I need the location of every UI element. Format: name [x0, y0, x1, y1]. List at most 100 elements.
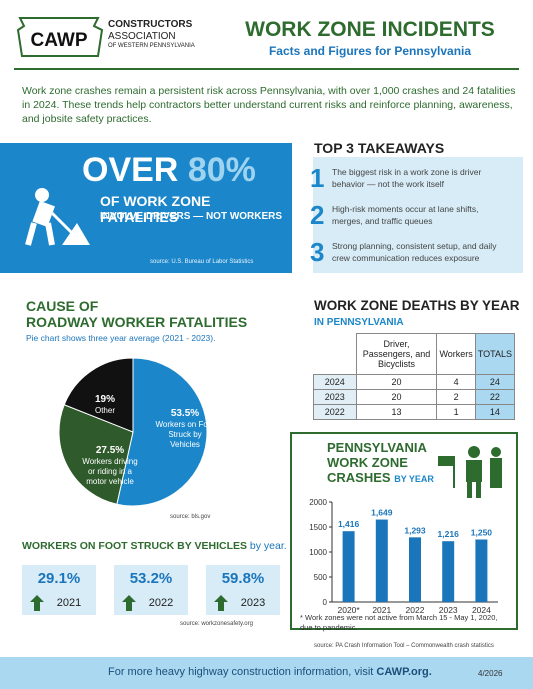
bar	[343, 531, 355, 602]
source: source: PA Crash Information Tool – Comm…	[314, 643, 494, 649]
hero-figure: OVER 80%	[82, 151, 256, 190]
stat-value: 53.2%	[114, 570, 188, 587]
y-tick-label: 1000	[309, 548, 327, 557]
table-cell: 2022	[314, 405, 357, 420]
rule	[14, 68, 519, 70]
org-line: CONSTRUCTORS	[108, 19, 192, 30]
table-cell: 1	[437, 405, 475, 420]
takeaway-number: 1	[310, 163, 324, 194]
table-cell: 14	[475, 405, 514, 420]
stats-title-main: WORKERS ON FOOT STRUCK BY VEHICLES	[22, 540, 247, 552]
pie-value-label: 19%	[75, 394, 135, 405]
bar-title-line: WORK ZONE	[327, 455, 434, 470]
stat-value: 59.8%	[206, 570, 280, 587]
footer-text: For more heavy highway construction info…	[108, 666, 373, 678]
source: source: bls.gov	[170, 514, 210, 520]
stat-card: 29.1% 2021	[22, 565, 96, 615]
footnote: * Work zones were not active from March …	[300, 613, 512, 633]
stats-title: WORKERS ON FOOT STRUCK BY VEHICLES by ye…	[22, 540, 287, 552]
header-cell: TOTALS	[475, 334, 514, 375]
table-cell: 4	[437, 375, 475, 390]
header-cell: Workers	[437, 334, 475, 375]
hero-line: INVOLVE DRIVERS — NOT WORKERS	[100, 211, 282, 222]
takeaway-text: Strong planning, consistent setup, and d…	[332, 240, 507, 264]
stat-year: 2023	[226, 597, 280, 609]
source: source: U.S. Bureau of Labor Statistics	[150, 259, 253, 265]
table-cell: 13	[356, 405, 437, 420]
footer-text: For more heavy highway construction info…	[108, 666, 432, 678]
table-cell: 2023	[314, 390, 357, 405]
stat-card: 59.8% 2023	[206, 565, 280, 615]
pie-category-label: Other	[75, 406, 135, 416]
bar	[442, 541, 454, 602]
bar-title-line: PENNSYLVANIA	[327, 440, 434, 455]
value-label: 1,216	[438, 529, 460, 539]
pie-value-label: 27.5%	[80, 445, 140, 456]
takeaways-title: TOP 3 TAKEAWAYS	[314, 140, 444, 156]
pie-category-label: Workers on Foot Struck by Vehicles	[155, 420, 215, 450]
pie-value-label: 53.5%	[155, 408, 215, 419]
bar-title-line: CRASHES BY YEAR	[327, 470, 434, 487]
page: CAWP CONSTRUCTORS ASSOCIATION OF WESTERN…	[0, 0, 533, 689]
table-cell: 20	[356, 375, 437, 390]
title: WORK ZONE INCIDENTS	[220, 18, 520, 42]
stat-card: 53.2% 2022	[114, 565, 188, 615]
table-title: WORK ZONE DEATHS BY YEAR	[314, 298, 520, 313]
takeaway-text: The biggest risk in a work zone is drive…	[332, 166, 507, 190]
worker-icon	[22, 183, 92, 253]
bar-title-suffix: BY YEAR	[394, 474, 434, 484]
subtitle: Facts and Figures for Pennsylvania	[220, 44, 520, 58]
y-tick-label: 2000	[309, 498, 327, 507]
y-tick-label: 500	[314, 573, 328, 582]
pie-subtitle: Pie chart shows three year average (2021…	[26, 333, 215, 343]
takeaway-text: High-risk moments occur at lane shifts, …	[332, 203, 507, 227]
stat-year: 2021	[42, 597, 96, 609]
header-cell	[314, 334, 357, 375]
footer-link[interactable]: CAWP.org.	[376, 666, 431, 678]
org-line: OF WESTERN PENNSYLVANIA	[108, 43, 195, 49]
table-subtitle: IN PENNSYLVANIA	[314, 317, 404, 328]
value-label: 1,416	[338, 519, 360, 529]
bar-title: PENNSYLVANIA WORK ZONE CRASHES BY YEAR	[327, 440, 434, 487]
logo: CAWP	[14, 16, 104, 58]
stat-year: 2022	[134, 597, 188, 609]
stats-title-suffix: by year.	[250, 540, 287, 552]
value-label: 1,649	[371, 508, 393, 518]
footer-date: 4/2026	[478, 669, 502, 678]
source: source: workzonesafety.org	[180, 621, 253, 627]
intro: Work zone crashes remain a persistent ri…	[22, 84, 517, 126]
hero-box: OVER 80% OF WORK ZONE FATALITIES INVOLVE…	[0, 143, 292, 273]
takeaway-number: 2	[310, 200, 324, 231]
pie-chart	[0, 350, 290, 515]
org-line: ASSOCIATION	[108, 31, 176, 42]
y-tick-label: 1500	[309, 523, 327, 532]
table-cell: 2	[437, 390, 475, 405]
pie-title: CAUSE OF	[26, 298, 98, 314]
pie-title: ROADWAY WORKER FATALITIES	[26, 314, 247, 330]
stat-value: 29.1%	[22, 570, 96, 587]
bar-chart: 05001000150020001,4162020*1,64920211,293…	[290, 490, 518, 618]
table-cell: 2024	[314, 375, 357, 390]
bar-title-line: CRASHES	[327, 470, 391, 485]
table-cell: 24	[475, 375, 514, 390]
hero-prefix: OVER	[82, 151, 178, 189]
bar	[475, 540, 487, 603]
pie-category-label: Workers driving or riding in a motor veh…	[80, 457, 140, 487]
bar	[409, 537, 421, 602]
value-label: 1,250	[471, 528, 493, 538]
bar	[376, 520, 388, 602]
footer: For more heavy highway construction info…	[0, 657, 533, 689]
y-tick-label: 0	[323, 598, 328, 607]
table-cell: 20	[356, 390, 437, 405]
table-cell: 22	[475, 390, 514, 405]
header-cell: Driver, Passengers, and Bicyclists	[356, 334, 437, 375]
hero-percent: 80%	[188, 151, 256, 189]
value-label: 1,293	[404, 525, 426, 535]
logo-text: CAWP	[31, 30, 88, 51]
takeaway-number: 3	[310, 237, 324, 268]
